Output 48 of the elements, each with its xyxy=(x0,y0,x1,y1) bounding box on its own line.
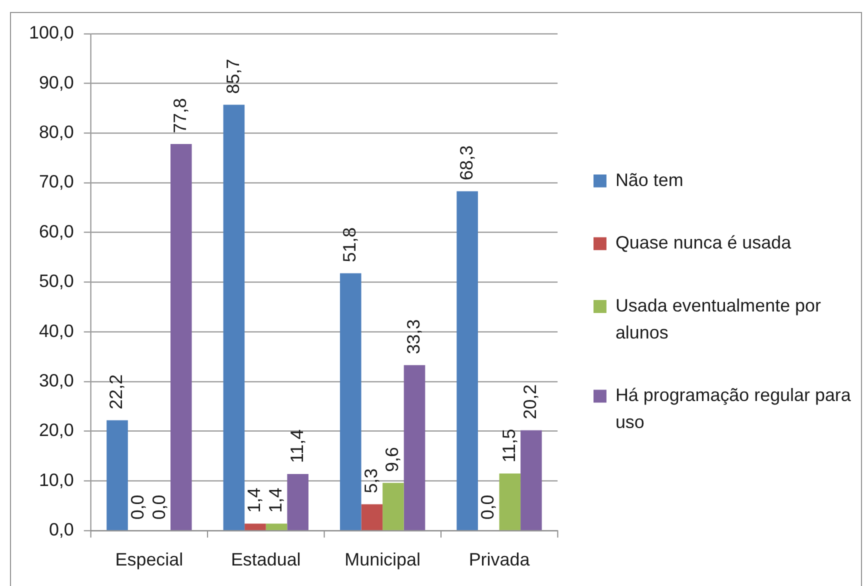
y-tick-label: 30,0 xyxy=(38,370,74,390)
data-label: 0,0 xyxy=(478,494,498,520)
data-label: 1,4 xyxy=(244,488,264,513)
x-tick-label: Privada xyxy=(468,549,530,570)
data-label: 5,3 xyxy=(360,468,381,494)
data-label: 11,5 xyxy=(498,428,519,463)
x-tick-label: Estadual xyxy=(230,549,301,570)
data-label: 51,8 xyxy=(340,227,360,262)
bar xyxy=(456,191,478,530)
data-label: 33,3 xyxy=(403,319,424,354)
y-tick-label: 10,0 xyxy=(38,470,74,490)
bar xyxy=(499,473,521,530)
bar xyxy=(520,430,542,530)
data-label: 11,4 xyxy=(286,429,307,464)
y-tick-label: 100,0 xyxy=(28,22,74,43)
bar xyxy=(361,504,383,530)
legend-label: Usada eventualmente por alunos xyxy=(615,295,822,342)
data-label: 77,8 xyxy=(170,98,190,134)
bar xyxy=(382,482,404,530)
x-tick-label: Municipal xyxy=(344,549,420,570)
y-tick-label: 60,0 xyxy=(38,221,74,242)
bar xyxy=(287,474,308,530)
data-label: 0,0 xyxy=(148,494,169,520)
bar xyxy=(170,144,192,530)
y-tick-label: 20,0 xyxy=(38,420,74,440)
bar xyxy=(106,420,128,530)
bar xyxy=(244,524,266,530)
bar xyxy=(340,273,362,530)
y-tick-label: 50,0 xyxy=(38,271,74,292)
legend-label: Há programação regular para uso xyxy=(615,385,851,432)
y-tick-label: 70,0 xyxy=(38,172,74,192)
data-label: 1,4 xyxy=(265,488,286,513)
legend-label: Quase nunca é usada xyxy=(615,232,792,253)
data-label: 0,0 xyxy=(128,494,148,520)
y-tick-label: 0,0 xyxy=(48,520,74,540)
data-label: 22,2 xyxy=(106,374,126,410)
y-tick-label: 80,0 xyxy=(38,122,74,142)
legend-label: Não tem xyxy=(615,170,684,190)
x-tick-label: Especial xyxy=(115,549,184,570)
data-label: 9,6 xyxy=(382,447,402,472)
bar xyxy=(266,524,288,530)
data-label: 68,3 xyxy=(456,145,476,180)
y-tick-label: 90,0 xyxy=(38,72,74,92)
bar xyxy=(223,104,245,530)
data-label: 20,2 xyxy=(520,384,540,420)
data-label: 85,7 xyxy=(222,58,243,94)
y-tick-label: 40,0 xyxy=(38,320,74,341)
bar xyxy=(404,365,426,530)
